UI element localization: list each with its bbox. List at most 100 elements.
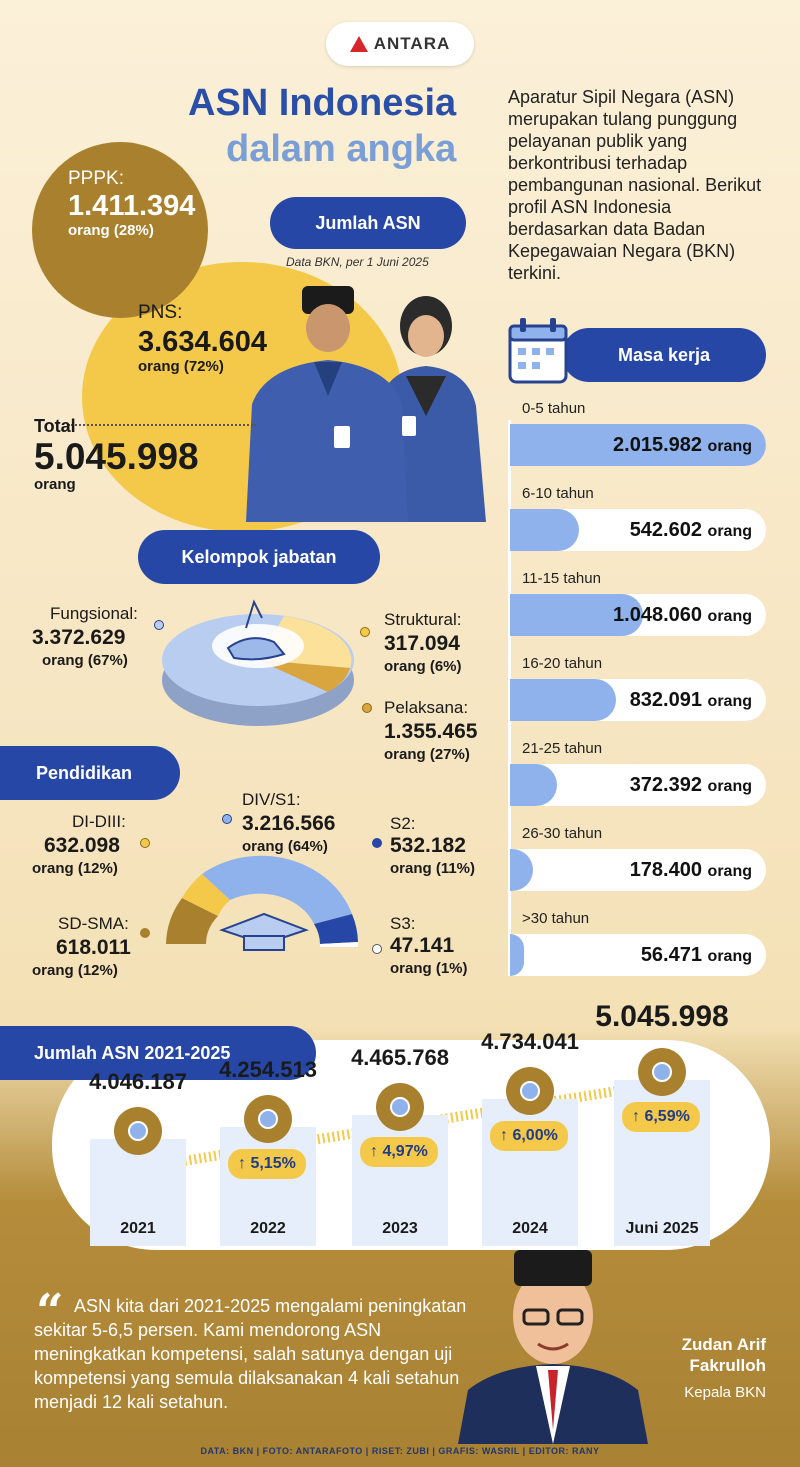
masa-kerja-bar: 542.602 orang — [510, 509, 766, 551]
trend-year-label: Juni 2025 — [625, 1220, 699, 1237]
masa-kerja-fill — [510, 594, 643, 636]
s2-dot — [372, 838, 382, 848]
total-leader-line — [68, 424, 256, 426]
div-s1-label: DIV/S1: — [242, 790, 301, 809]
pelaksana-value: 1.355.465 — [384, 720, 478, 743]
masa-kerja-bar: 2.015.982 orang — [510, 424, 766, 466]
s2-value: 532.182 — [390, 834, 466, 857]
fungsional-value: 3.372.629 — [32, 626, 126, 649]
page-title: ASN Indonesia — [188, 82, 457, 124]
masa-kerja-value: 2.015.982 orang — [613, 434, 752, 456]
masa-kerja-value: 56.471 orang — [640, 944, 752, 966]
struktural-dot — [360, 627, 370, 637]
s2-slice — [314, 914, 358, 944]
quote-mark-icon: “ — [36, 1284, 64, 1340]
masa-kerja-range: 21-25 tahun — [522, 740, 603, 757]
s2-sub: orang (11%) — [390, 860, 476, 877]
trend-point — [376, 1083, 424, 1131]
speaker-name: Zudan Arif Fakrulloh — [681, 1335, 766, 1375]
pelaksana-dot — [362, 703, 372, 713]
masa-kerja-range: 16-20 tahun — [522, 655, 603, 672]
sd-sma-value: 618.011 — [56, 936, 131, 959]
fungsional-sub: orang (67%) — [42, 652, 128, 669]
trend-bar — [90, 1139, 186, 1246]
trend-year-label: 2022 — [250, 1220, 286, 1237]
masa-kerja-fill — [510, 934, 524, 976]
kelompok-donut — [162, 599, 354, 726]
masa-kerja-fill — [510, 679, 616, 721]
trend-year-label: 2023 — [382, 1220, 418, 1237]
total-value: 5.045.998 — [34, 436, 199, 477]
pppk-circle — [32, 142, 208, 318]
masa-kerja-range: 0-5 tahun — [522, 400, 586, 417]
masa-kerja-bar: 832.091 orang — [510, 679, 766, 721]
di-diii-sub: orang (12%) — [32, 860, 118, 877]
trend-heading: Jumlah ASN 2021-2025 — [0, 1026, 316, 1080]
trend-point — [506, 1067, 554, 1115]
sd-sma-sub: orang (12%) — [32, 962, 118, 979]
trend-year-label: 2024 — [512, 1220, 548, 1237]
masa-kerja-bar: 56.471 orang — [510, 934, 766, 976]
trend-point — [638, 1048, 686, 1096]
s3-dot — [372, 944, 382, 954]
calendar-icon — [508, 318, 568, 384]
trend-bar — [352, 1115, 448, 1246]
masa-kerja-bar: 1.048.060 orang — [510, 594, 766, 636]
struktural-slice — [258, 660, 350, 692]
masa-kerja-heading: Masa kerja — [562, 328, 766, 382]
antara-logo-icon — [349, 36, 368, 52]
pns-sub: orang (72%) — [138, 358, 224, 375]
antara-logo: ANTARA — [326, 22, 474, 66]
masa-kerja-fill — [510, 424, 766, 466]
masa-kerja-value: 1.048.060 orang — [613, 604, 752, 626]
logo-text: ANTARA — [373, 34, 451, 53]
pppk-label: PPPK: — [68, 168, 124, 189]
credits-footer: DATA: BKN | FOTO: ANTARAFOTO | RISET: ZU… — [200, 1446, 600, 1456]
trend-value-label: 4.046.187 — [89, 1069, 187, 1094]
trend-bar — [220, 1127, 316, 1246]
s2-label: S2: — [390, 814, 416, 833]
trend-value-label: 4.734.041 — [481, 1029, 579, 1054]
growth-badge: ↑ 4,97% — [360, 1137, 438, 1167]
speaker-portrait — [458, 1250, 648, 1444]
masa-kerja-fill — [510, 509, 579, 551]
di-diii-value: 632.098 — [44, 834, 120, 857]
data-source-note: Data BKN, per 1 Juni 2025 — [286, 255, 429, 269]
fungsional-label: Fungsional: — [50, 604, 138, 623]
pelaksana-sub: orang (27%) — [384, 746, 470, 763]
pns-label: PNS: — [138, 302, 183, 323]
page-subtitle: dalam angka — [226, 128, 457, 170]
pppk-value: 1.411.394 — [68, 190, 196, 222]
jumlah-asn-heading: Jumlah ASN — [270, 197, 466, 249]
pns-value: 3.634.604 — [138, 326, 268, 358]
asn-people-photo — [246, 286, 486, 522]
div-s1-slice — [202, 855, 352, 924]
masa-kerja-range: 26-30 tahun — [522, 825, 603, 842]
masa-kerja-value: 372.392 orang — [629, 774, 752, 796]
di-diii-dot — [140, 838, 150, 848]
masa-kerja-range: >30 tahun — [522, 910, 590, 927]
speaker-role: Kepala BKN — [684, 1384, 766, 1401]
struktural-value: 317.094 — [384, 632, 460, 655]
trend-value-label: 4.254.513 — [219, 1057, 317, 1082]
s3-value: 47.141 — [390, 934, 455, 957]
div-s1-dot — [222, 814, 232, 824]
intro-text: Aparatur Sipil Negara (ASN) merupakan tu… — [508, 87, 762, 283]
masa-kerja-value: 178.400 orang — [629, 859, 752, 881]
pelaksana-label: Pelaksana: — [384, 698, 469, 717]
pppk-sub: orang (28%) — [68, 222, 154, 239]
trend-point — [244, 1095, 292, 1143]
growth-badge: ↑ 5,15% — [228, 1149, 306, 1179]
masa-kerja-range: 11-15 tahun — [522, 570, 601, 587]
trend-year-label: 2021 — [120, 1220, 156, 1237]
kelompok-jabatan-heading: Kelompok jabatan — [138, 530, 380, 584]
trend-value-label: 4.465.768 — [351, 1045, 449, 1070]
pendidikan-heading: Pendidikan — [0, 746, 180, 800]
div-s1-sub: orang (64%) — [242, 838, 328, 855]
struktural-sub: orang (6%) — [384, 658, 462, 675]
masa-kerja-fill — [510, 764, 557, 806]
div-s1-value: 3.216.566 — [242, 812, 336, 835]
masa-kerja-fill — [510, 849, 533, 891]
s3-label: S3: — [390, 914, 416, 933]
sd-sma-dot — [140, 928, 150, 938]
